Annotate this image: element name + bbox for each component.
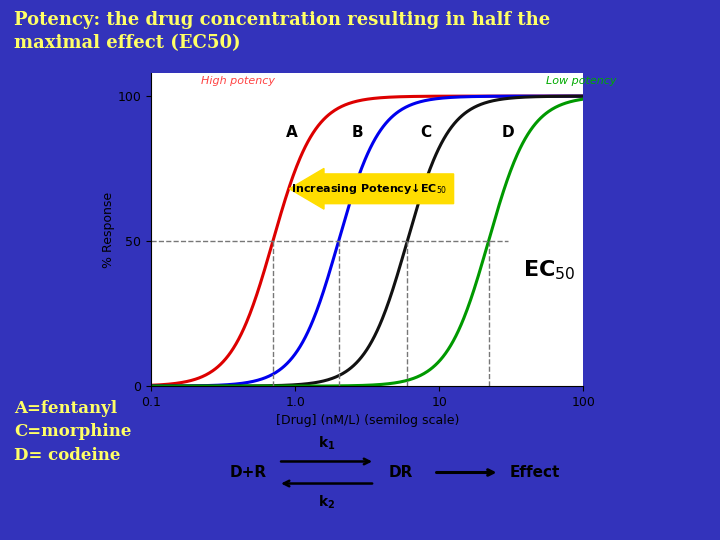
X-axis label: [Drug] (nM/L) (semilog scale): [Drug] (nM/L) (semilog scale)	[276, 414, 459, 427]
Text: B: B	[352, 125, 364, 140]
Text: C: C	[420, 125, 432, 140]
Text: DR: DR	[389, 465, 413, 480]
Y-axis label: % Response: % Response	[102, 192, 114, 267]
Text: Increasing Potency↓EC$_{50}$: Increasing Potency↓EC$_{50}$	[291, 181, 447, 196]
Text: A: A	[286, 125, 298, 140]
Text: High potency: High potency	[200, 77, 274, 86]
Text: Low potency: Low potency	[546, 77, 616, 86]
Text: A=fentanyl
C=morphine
D= codeine: A=fentanyl C=morphine D= codeine	[14, 400, 132, 464]
Text: Potency: the drug concentration resulting in half the
maximal effect (EC50): Potency: the drug concentration resultin…	[14, 11, 551, 52]
Text: D: D	[501, 125, 514, 140]
Text: D+R: D+R	[230, 465, 267, 480]
Text: $\bf{k_2}$: $\bf{k_2}$	[318, 493, 336, 511]
Text: EC$_{50}$: EC$_{50}$	[523, 258, 575, 281]
FancyArrow shape	[289, 168, 454, 209]
Text: Effect: Effect	[510, 465, 560, 480]
Text: $\bf{k_1}$: $\bf{k_1}$	[318, 434, 336, 452]
